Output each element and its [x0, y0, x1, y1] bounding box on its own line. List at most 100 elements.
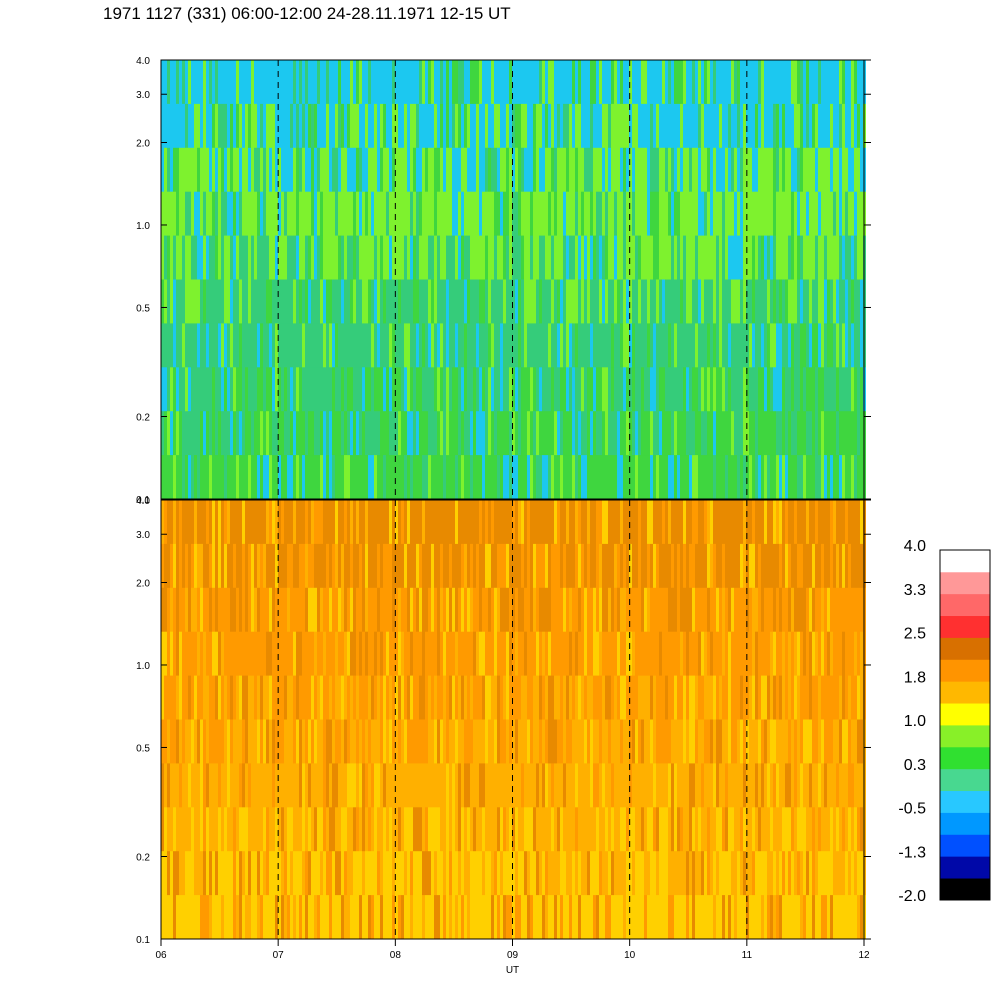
heatmap-cell	[410, 675, 413, 720]
heatmap-cell	[743, 367, 746, 412]
heatmap-cell	[242, 367, 245, 412]
heatmap-cell	[734, 147, 737, 193]
heatmap-cell	[674, 60, 677, 105]
heatmap-cell	[332, 587, 335, 633]
heatmap-cell	[497, 411, 500, 456]
heatmap-cell	[302, 675, 305, 720]
heatmap-cell	[326, 191, 329, 237]
heatmap-cell	[467, 367, 470, 412]
heatmap-cell	[413, 235, 416, 280]
heatmap-cell	[281, 719, 284, 764]
heatmap-cell	[671, 191, 674, 237]
heatmap-cell	[764, 763, 767, 808]
heatmap-cell	[179, 851, 182, 896]
heatmap-cell	[554, 279, 557, 324]
heatmap-cell	[302, 543, 305, 589]
heatmap-cell	[296, 455, 299, 500]
heatmap-cell	[584, 411, 587, 456]
heatmap-cell	[353, 631, 356, 677]
heatmap-cell	[377, 500, 380, 545]
heatmap-cell	[488, 279, 491, 324]
heatmap-cell	[308, 631, 311, 677]
heatmap-cell	[206, 279, 209, 324]
heatmap-cell	[836, 323, 839, 368]
heatmap-cell	[449, 279, 452, 324]
heatmap-cell	[860, 587, 863, 633]
heatmap-cell	[770, 763, 773, 808]
heatmap-cell	[200, 411, 203, 456]
heatmap-cell	[746, 191, 749, 237]
heatmap-cell	[383, 763, 386, 808]
heatmap-cell	[671, 235, 674, 280]
heatmap-cell	[680, 587, 683, 633]
heatmap-cell	[503, 103, 506, 149]
heatmap-cell	[767, 367, 770, 412]
heatmap-cell	[344, 411, 347, 456]
heatmap-cell	[764, 60, 767, 105]
heatmap-cell	[605, 675, 608, 720]
heatmap-cell	[677, 543, 680, 589]
heatmap-cell	[731, 631, 734, 677]
heatmap-cell	[812, 851, 815, 896]
heatmap-cell	[800, 500, 803, 545]
heatmap-cell	[797, 719, 800, 764]
heatmap-cell	[440, 675, 443, 720]
heatmap-cell	[392, 103, 395, 149]
heatmap-cell	[515, 851, 518, 896]
heatmap-cell	[287, 719, 290, 764]
heatmap-cell	[518, 895, 521, 940]
heatmap-cell	[851, 587, 854, 633]
heatmap-cell	[479, 763, 482, 808]
heatmap-cell	[623, 60, 626, 105]
heatmap-cell	[170, 191, 173, 237]
heatmap-cell	[848, 587, 851, 633]
heatmap-cell	[674, 367, 677, 412]
heatmap-cell	[518, 851, 521, 896]
heatmap-cell	[515, 763, 518, 808]
heatmap-cell	[671, 763, 674, 808]
heatmap-cell	[173, 807, 176, 852]
heatmap-cell	[338, 631, 341, 677]
heatmap-cell	[362, 543, 365, 589]
heatmap-cell	[320, 235, 323, 280]
heatmap-cell	[347, 675, 350, 720]
heatmap-cell	[758, 367, 761, 412]
heatmap-cell	[800, 103, 803, 149]
heatmap-cell	[725, 60, 728, 105]
heatmap-cell	[491, 543, 494, 589]
heatmap-cell	[203, 103, 206, 149]
heatmap-cell	[788, 103, 791, 149]
heatmap-cell	[488, 763, 491, 808]
heatmap-cell	[662, 587, 665, 633]
heatmap-cell	[548, 543, 551, 589]
heatmap-cell	[482, 895, 485, 940]
heatmap-cell	[851, 895, 854, 940]
heatmap-cell	[443, 279, 446, 324]
heatmap-cell	[206, 807, 209, 852]
heatmap-cell	[605, 631, 608, 677]
heatmap-cell	[272, 807, 275, 852]
heatmap-cell	[833, 235, 836, 280]
heatmap-cell	[797, 455, 800, 500]
heatmap-cell	[326, 411, 329, 456]
heatmap-cell	[542, 147, 545, 193]
heatmap-cell	[437, 675, 440, 720]
heatmap-cell	[530, 60, 533, 105]
heatmap-cell	[575, 763, 578, 808]
heatmap-cell	[293, 323, 296, 368]
heatmap-cell	[305, 631, 308, 677]
heatmap-cell	[374, 543, 377, 589]
heatmap-cell	[728, 807, 731, 852]
heatmap-cell	[230, 279, 233, 324]
heatmap-cell	[836, 103, 839, 149]
colorbar-frame	[939, 549, 991, 901]
heatmap-cell	[581, 631, 584, 677]
heatmap-cell	[539, 411, 542, 456]
heatmap-cell	[548, 323, 551, 368]
heatmap-cell	[422, 367, 425, 412]
heatmap-cell	[503, 60, 506, 105]
heatmap-cell	[440, 411, 443, 456]
heatmap-cell	[758, 543, 761, 589]
heatmap-cell	[530, 191, 533, 237]
heatmap-cell	[305, 235, 308, 280]
